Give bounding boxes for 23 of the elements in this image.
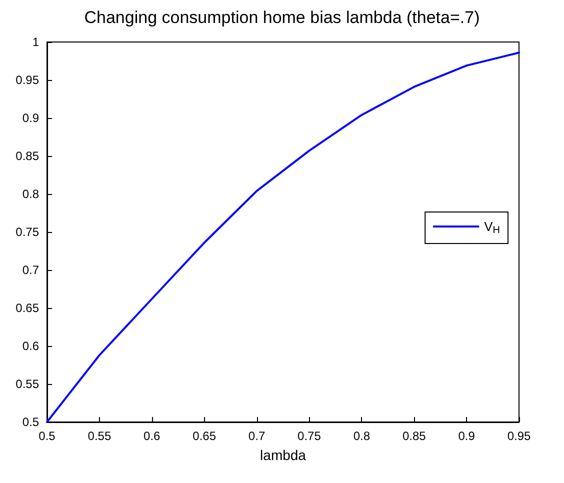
y-tick-label: 0.95: [16, 73, 40, 87]
x-tick-label: 0.9: [458, 429, 476, 443]
y-tick-label: 0.85: [16, 149, 40, 163]
y-tick-label: 0.8: [22, 187, 40, 201]
y-tick-label: 0.6: [22, 339, 40, 353]
x-tick-label: 0.65: [192, 429, 216, 443]
x-tick-label: 0.75: [298, 429, 322, 443]
y-tick-label: 0.5: [22, 415, 40, 429]
x-tick-label: 0.5: [38, 429, 56, 443]
y-tick-label: 0.55: [16, 377, 40, 391]
x-tick-label: 0.95: [507, 429, 531, 443]
y-tick-label: 0.9: [22, 111, 40, 125]
x-tick-label: 0.6: [144, 429, 161, 443]
x-axis-title: lambda: [260, 447, 306, 463]
y-tick-label: 0.65: [16, 301, 40, 315]
x-tick-label: 0.55: [88, 429, 112, 443]
y-tick-label: 0.75: [16, 225, 40, 239]
x-tick-label: 0.7: [248, 429, 266, 443]
y-tick-label: 0.7: [22, 263, 40, 277]
y-tick-label: 1: [32, 35, 40, 49]
x-tick-label: 0.85: [402, 429, 426, 443]
x-tick-label: 0.8: [353, 429, 370, 443]
chart-title: Changing consumption home bias lambda (theta=.7): [84, 8, 480, 27]
